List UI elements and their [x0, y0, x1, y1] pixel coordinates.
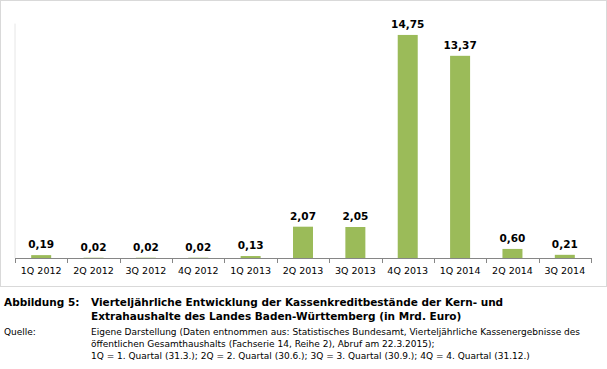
title: Extrahaushalte des Landes Baden-Württemb… — [91, 310, 461, 322]
x-tick-separator — [67, 258, 68, 263]
data-label: 13,37 — [443, 39, 476, 51]
bar — [502, 249, 522, 258]
bar — [136, 257, 156, 258]
x-tick-label: 3Q 2012 — [126, 265, 167, 276]
data-label: 2,07 — [290, 210, 316, 222]
x-tick-separator — [434, 258, 435, 263]
bar — [398, 35, 418, 258]
figure-label: Abbildung 5: — [4, 296, 80, 308]
data-label: 0,02 — [81, 241, 107, 253]
x-tick-separator — [277, 258, 278, 263]
x-tick-separator — [172, 258, 173, 263]
source: Eigene Darstellung (Daten entnommen aus:… — [91, 327, 580, 337]
data-label: 0,60 — [499, 232, 525, 244]
x-tick-separator — [539, 258, 540, 263]
chart: 1Q 2012 2Q 2012 3Q 2012 4Q 2012 1Q 2013 2Q 20… — [0, 0, 607, 369]
x-tick-separator — [486, 258, 487, 263]
x-tick-label: 4Q 2012 — [178, 265, 219, 276]
x-tick-label: 2Q 2014 — [492, 265, 533, 276]
data-label: 14,75 — [391, 18, 424, 30]
x-tick-label: 2Q 2012 — [73, 265, 114, 276]
bars — [31, 35, 575, 258]
source-label: Quelle: — [4, 327, 36, 337]
x-tick-label: 2Q 2013 — [283, 265, 324, 276]
data-label: 0,21 — [552, 238, 578, 250]
x-tick-separator — [15, 258, 16, 263]
bar — [84, 257, 104, 258]
x-tick-label: 1Q 2013 — [230, 265, 271, 276]
bar — [188, 257, 208, 258]
bar — [293, 227, 313, 258]
x-tick-separator — [329, 258, 330, 263]
data-label: 0,13 — [238, 239, 264, 251]
x-tick-separator — [120, 258, 121, 263]
root: 1Q 2012 2Q 2012 3Q 2012 4Q 2012 1Q 2013 2Q 20… — [0, 0, 607, 369]
bar — [450, 56, 470, 258]
bar — [241, 256, 261, 258]
data-label: 0,02 — [133, 241, 159, 253]
x-tick-separator — [224, 258, 225, 263]
x-tick-label: 1Q 2012 — [21, 265, 62, 276]
x-axis-line — [15, 258, 591, 259]
x-tick-label: 3Q 2013 — [335, 265, 376, 276]
bar — [31, 255, 51, 258]
x-tick-separator — [591, 258, 592, 263]
data-label: 2,05 — [342, 210, 368, 222]
chart-area — [1, 1, 607, 287]
title: Vierteljährliche Entwicklung der Kassenk… — [91, 296, 503, 308]
x-tick-label: 3Q 2014 — [544, 265, 585, 276]
source: 1Q = 1. Quartal (31.3.); 2Q = 2. Quartal… — [91, 351, 530, 361]
y-axis-line — [15, 24, 16, 258]
x-tick-label: 4Q 2013 — [387, 265, 428, 276]
bar — [555, 255, 575, 258]
data-label: 0,19 — [28, 238, 54, 250]
x-tick-separator — [382, 258, 383, 263]
x-tick-label: 1Q 2014 — [440, 265, 481, 276]
data-label: 0,02 — [185, 241, 211, 253]
bar — [345, 227, 365, 258]
source: öffentlichen Gesamthaushalts (Fachserie … — [91, 339, 434, 349]
